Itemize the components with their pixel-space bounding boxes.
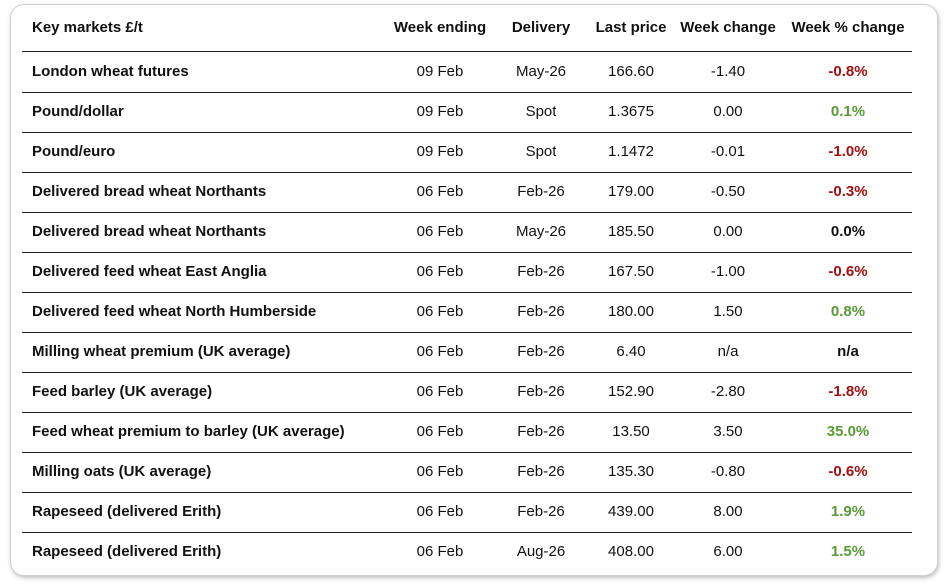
- row-rule: [22, 212, 912, 213]
- week-pct-change-cell: -0.8%: [828, 63, 868, 80]
- market-cell: Rapeseed (delivered Erith): [32, 543, 222, 560]
- week-ending-cell: 06 Feb: [416, 303, 464, 320]
- week-change-cell: -0.01: [710, 143, 746, 160]
- week-ending-cell: 06 Feb: [416, 423, 464, 440]
- market-cell: Pound/dollar: [32, 103, 124, 120]
- last-price-cell: 167.50: [608, 263, 654, 280]
- market-cell: London wheat futures: [32, 63, 189, 80]
- week-ending-cell: 06 Feb: [416, 263, 464, 280]
- week-pct-change-cell: -0.6%: [828, 263, 868, 280]
- last-price-cell: 180.00: [608, 303, 654, 320]
- delivery-cell: Feb-26: [517, 503, 565, 520]
- week-change-cell: -0.80: [710, 463, 746, 480]
- week-ending-cell: 06 Feb: [416, 543, 464, 560]
- delivery-cell: Feb-26: [517, 183, 565, 200]
- week-change-cell: 8.00: [713, 503, 743, 520]
- week-ending-cell: 06 Feb: [416, 503, 464, 520]
- delivery-cell: Feb-26: [517, 383, 565, 400]
- market-cell: Feed wheat premium to barley (UK average…: [32, 423, 345, 440]
- week-change-cell: 0.00: [713, 223, 743, 240]
- week-pct-change-cell: 35.0%: [826, 423, 870, 440]
- row-rule: [22, 452, 912, 453]
- last-price-cell: 135.30: [608, 463, 654, 480]
- week-change-cell: n/a: [717, 343, 739, 360]
- row-rule: [22, 132, 912, 133]
- header-market: Key markets £/t: [32, 19, 143, 36]
- last-price-cell: 1.1472: [608, 143, 654, 160]
- week-pct-change-cell: 1.5%: [830, 543, 866, 560]
- week-pct-change-cell: -0.6%: [828, 463, 868, 480]
- row-rule: [22, 412, 912, 413]
- week-pct-change-cell: -1.8%: [828, 383, 868, 400]
- market-cell: Delivered bread wheat Northants: [32, 223, 267, 240]
- week-change-cell: -2.80: [710, 383, 746, 400]
- last-price-cell: 166.60: [608, 63, 654, 80]
- last-price-cell: 152.90: [608, 383, 654, 400]
- last-price-cell: 185.50: [608, 223, 654, 240]
- market-cell: Delivered bread wheat Northants: [32, 183, 267, 200]
- row-rule: [22, 532, 912, 533]
- week-change-cell: -1.40: [710, 63, 746, 80]
- delivery-cell: Feb-26: [517, 303, 565, 320]
- delivery-cell: Feb-26: [517, 343, 565, 360]
- week-change-cell: -0.50: [710, 183, 746, 200]
- market-cell: Feed barley (UK average): [32, 383, 213, 400]
- week-ending-cell: 06 Feb: [416, 463, 464, 480]
- week-ending-cell: 09 Feb: [416, 143, 464, 160]
- last-price-cell: 179.00: [608, 183, 654, 200]
- market-cell: Delivered feed wheat North Humberside: [32, 303, 317, 320]
- last-price-cell: 408.00: [608, 543, 654, 560]
- week-ending-cell: 06 Feb: [416, 183, 464, 200]
- delivery-cell: May-26: [515, 223, 567, 240]
- row-rule: [22, 372, 912, 373]
- last-price-cell: 439.00: [608, 503, 654, 520]
- market-cell: Delivered feed wheat East Anglia: [32, 263, 267, 280]
- row-rule: [22, 292, 912, 293]
- row-rule: [22, 332, 912, 333]
- week-pct-change-cell: -0.3%: [828, 183, 868, 200]
- delivery-cell: Feb-26: [517, 263, 565, 280]
- header-rule: [22, 51, 912, 52]
- delivery-cell: Feb-26: [517, 463, 565, 480]
- last-price-cell: 13.50: [612, 423, 650, 440]
- week-pct-change-cell: 0.1%: [830, 103, 866, 120]
- delivery-cell: Spot: [525, 103, 557, 120]
- week-ending-cell: 09 Feb: [416, 63, 464, 80]
- row-rule: [22, 92, 912, 93]
- header-delivery: Delivery: [511, 19, 571, 36]
- market-cell: Pound/euro: [32, 143, 116, 160]
- market-cell: Rapeseed (delivered Erith): [32, 503, 222, 520]
- row-rule: [22, 492, 912, 493]
- week-change-cell: 0.00: [713, 103, 743, 120]
- market-cell: Milling oats (UK average): [32, 463, 212, 480]
- week-pct-change-cell: 1.9%: [830, 503, 866, 520]
- week-change-cell: 3.50: [713, 423, 743, 440]
- week-change-cell: -1.00: [710, 263, 746, 280]
- delivery-cell: Spot: [525, 143, 557, 160]
- table-frame: [10, 4, 938, 576]
- row-rule: [22, 252, 912, 253]
- week-pct-change-cell: 0.8%: [830, 303, 866, 320]
- last-price-cell: 6.40: [616, 343, 646, 360]
- header-week-ending: Week ending: [393, 19, 487, 36]
- header-last-price: Last price: [595, 19, 667, 36]
- delivery-cell: May-26: [515, 63, 567, 80]
- header-week-pct-change: Week % change: [791, 19, 905, 36]
- delivery-cell: Feb-26: [517, 423, 565, 440]
- week-ending-cell: 06 Feb: [416, 223, 464, 240]
- last-price-cell: 1.3675: [608, 103, 654, 120]
- market-cell: Milling wheat premium (UK average): [32, 343, 291, 360]
- week-pct-change-cell: 0.0%: [830, 223, 866, 240]
- week-ending-cell: 09 Feb: [416, 103, 464, 120]
- week-pct-change-cell: -1.0%: [828, 143, 868, 160]
- week-ending-cell: 06 Feb: [416, 383, 464, 400]
- week-pct-change-cell: n/a: [837, 343, 859, 360]
- week-ending-cell: 06 Feb: [416, 343, 464, 360]
- week-change-cell: 1.50: [713, 303, 743, 320]
- delivery-cell: Aug-26: [516, 543, 566, 560]
- header-week-change: Week change: [680, 19, 776, 36]
- week-change-cell: 6.00: [713, 543, 743, 560]
- row-rule: [22, 172, 912, 173]
